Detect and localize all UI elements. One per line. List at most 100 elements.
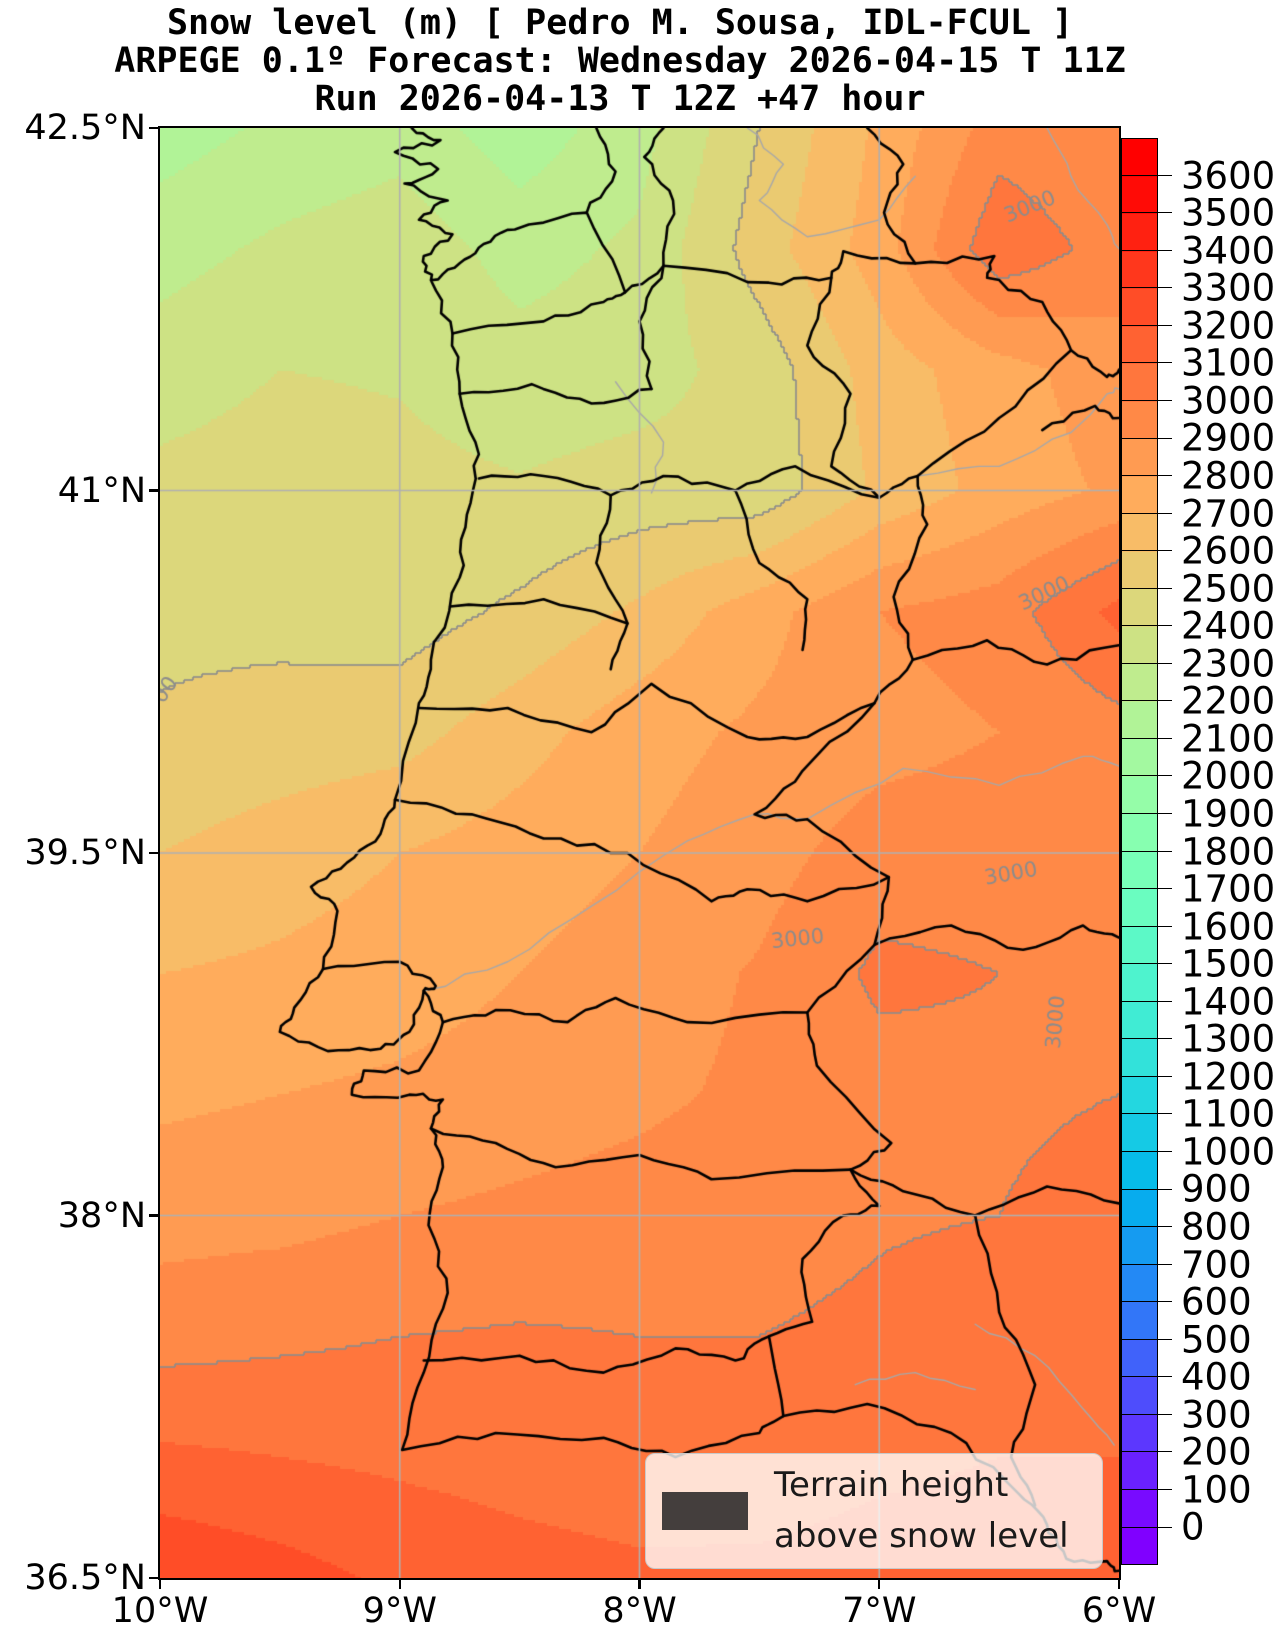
x-axis-tick-label: 10°W <box>111 1591 209 1631</box>
colorbar-tick <box>1120 1376 1172 1378</box>
y-axis-tick-label: 36.5°N <box>24 1558 146 1598</box>
colorbar-tick <box>1120 1451 1172 1453</box>
x-axis-tick <box>638 1580 641 1589</box>
x-axis-tick <box>1117 1580 1121 1589</box>
colorbar-tick-label: 500 <box>1181 1318 1252 1362</box>
colorbar-tick <box>1120 475 1172 477</box>
colorbar-tick-label: 400 <box>1181 1355 1252 1399</box>
colorbar-band <box>1122 1376 1157 1414</box>
colorbar-tick <box>1120 1113 1172 1115</box>
colorbar-band <box>1122 364 1157 402</box>
colorbar-tick-label: 2700 <box>1181 492 1276 536</box>
colorbar-band <box>1122 476 1157 514</box>
y-axis-tick <box>149 1576 158 1580</box>
colorbar-band <box>1122 514 1157 552</box>
colorbar-tick <box>1120 399 1172 401</box>
colorbar-tick-label: 3400 <box>1181 229 1276 273</box>
colorbar-band <box>1122 851 1157 889</box>
y-axis-tick <box>149 489 158 492</box>
colorbar-tick-label: 2500 <box>1181 567 1276 611</box>
snow-level-field-canvas <box>160 128 1119 1578</box>
title-line-1: Snow level (m) [ Pedro M. Sousa, IDL-FCU… <box>166 3 1074 43</box>
colorbar-tick-label: 1400 <box>1181 980 1276 1024</box>
colorbar-tick-label: 3300 <box>1181 266 1276 310</box>
colorbar-tick-label: 1000 <box>1181 1130 1276 1174</box>
colorbar-band <box>1122 589 1157 627</box>
title-line-3: Run 2026-04-13 T 12Z +47 hour <box>314 79 926 119</box>
colorbar-band <box>1122 251 1157 289</box>
colorbar-tick <box>1120 925 1172 927</box>
colorbar-band <box>1122 739 1157 777</box>
colorbar-tick-label: 3200 <box>1181 304 1276 348</box>
colorbar-band <box>1122 1264 1157 1302</box>
colorbar-band <box>1122 1226 1157 1264</box>
figure-title: Snow level (m) [ Pedro M. Sousa, IDL-FCU… <box>0 4 1240 118</box>
colorbar-band <box>1122 139 1157 177</box>
colorbar-band <box>1122 1189 1157 1227</box>
colorbar-tick-label: 900 <box>1181 1167 1252 1211</box>
colorbar-band <box>1122 401 1157 439</box>
y-axis-tick-label: 38°N <box>57 1195 146 1236</box>
colorbar-band <box>1122 176 1157 214</box>
colorbar-tick <box>1120 1488 1172 1490</box>
y-axis-tick <box>149 1214 158 1217</box>
colorbar-tick <box>1120 850 1172 852</box>
colorbar-tick <box>1120 174 1172 176</box>
colorbar-tick <box>1120 1151 1172 1153</box>
colorbar-tick <box>1120 1526 1172 1528</box>
colorbar-band <box>1122 1076 1157 1114</box>
colorbar-band <box>1122 289 1157 327</box>
y-axis-tick-label: 42.5°N <box>24 108 146 148</box>
colorbar-band <box>1122 1489 1157 1527</box>
colorbar-tick-label: 3000 <box>1181 379 1276 423</box>
y-axis-tick-label: 41°N <box>57 470 146 511</box>
colorbar-tick-label: 2000 <box>1181 754 1276 798</box>
colorbar-tick-label: 1500 <box>1181 942 1276 986</box>
colorbar-tick <box>1120 1000 1172 1002</box>
colorbar-tick-label: 2600 <box>1181 529 1276 573</box>
colorbar-tick <box>1120 437 1172 439</box>
title-line-2: ARPEGE 0.1º Forecast: Wednesday 2026-04-… <box>114 41 1126 81</box>
legend-swatch <box>662 1492 748 1530</box>
colorbar-tick-label: 2200 <box>1181 679 1276 723</box>
colorbar-band <box>1122 1301 1157 1339</box>
colorbar-band <box>1122 1114 1157 1152</box>
colorbar-band <box>1122 776 1157 814</box>
colorbar-tick-label: 1800 <box>1181 830 1276 873</box>
x-axis-tick-label: 9°W <box>362 1591 437 1631</box>
y-axis-tick-label: 39.5°N <box>24 833 146 873</box>
colorbar-tick-label: 200 <box>1181 1430 1252 1474</box>
colorbar-band <box>1122 701 1157 739</box>
colorbar-tick-label: 3100 <box>1181 341 1276 385</box>
colorbar-tick <box>1120 1301 1172 1303</box>
y-axis-tick <box>149 126 158 130</box>
x-axis-tick-label: 7°W <box>842 1591 917 1631</box>
colorbar-tick <box>1120 212 1172 214</box>
legend-text: Terrain height above snow level <box>774 1460 1069 1562</box>
colorbar-tick <box>1120 1263 1172 1265</box>
colorbar-tick-label: 700 <box>1181 1243 1252 1287</box>
colorbar-tick <box>1120 1038 1172 1040</box>
colorbar-tick <box>1120 1226 1172 1228</box>
colorbar-tick <box>1120 287 1172 289</box>
colorbar-tick-label: 1200 <box>1181 1055 1276 1099</box>
colorbar-band <box>1122 1451 1157 1489</box>
colorbar-tick <box>1120 700 1172 702</box>
x-axis-tick-label: 6°W <box>1081 1591 1157 1631</box>
colorbar-band <box>1122 326 1157 364</box>
colorbar-tick <box>1120 512 1172 514</box>
colorbar-tick <box>1120 1413 1172 1415</box>
colorbar-tick-label: 2800 <box>1181 454 1276 498</box>
colorbar-tick-label: 2100 <box>1181 717 1276 761</box>
colorbar-band <box>1122 889 1157 927</box>
colorbar-tick-label: 3500 <box>1181 191 1276 235</box>
colorbar-band <box>1122 439 1157 477</box>
colorbar-tick <box>1120 587 1172 589</box>
colorbar-band <box>1122 664 1157 702</box>
colorbar-band <box>1122 626 1157 664</box>
colorbar-tick-label: 2900 <box>1181 416 1276 460</box>
colorbar <box>1121 138 1158 1565</box>
colorbar-tick-label: 0 <box>1181 1505 1205 1549</box>
colorbar-tick-label: 800 <box>1181 1205 1252 1249</box>
colorbar-tick-label: 300 <box>1181 1393 1252 1437</box>
